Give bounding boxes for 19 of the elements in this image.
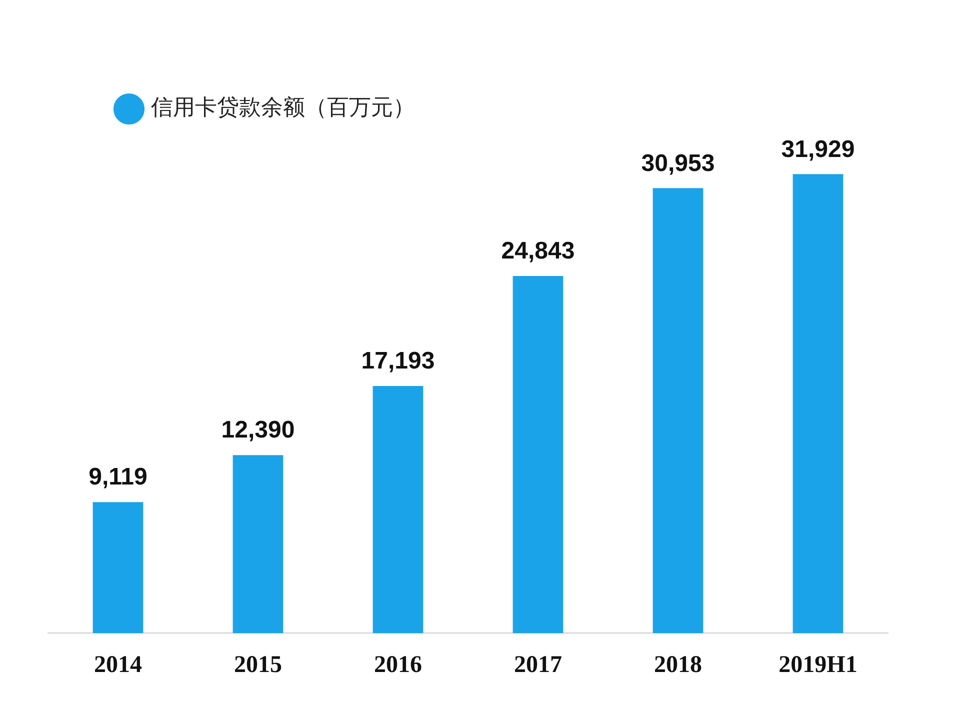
x-tick-label: 2019H1	[778, 652, 858, 678]
data-label: 12,390	[221, 416, 295, 444]
data-label: 24,843	[501, 238, 575, 265]
x-tick-label: 2018	[654, 652, 702, 678]
bar	[232, 455, 284, 634]
data-label: 9,119	[88, 464, 148, 491]
bar	[512, 276, 564, 634]
x-tick-label: 2017	[514, 652, 562, 678]
x-tick-label: 2014	[94, 652, 142, 678]
data-label: 17,193	[361, 348, 435, 375]
bar	[372, 386, 424, 634]
bar	[792, 174, 844, 634]
bar	[652, 188, 704, 634]
bar	[92, 502, 144, 634]
data-label: 30,953	[641, 150, 715, 177]
data-label: 31,929	[781, 136, 855, 163]
legend-label: 信用卡贷款余额（百万元）	[151, 96, 415, 121]
x-tick-label: 2015	[234, 652, 282, 678]
x-tick-label: 2016	[374, 652, 422, 678]
